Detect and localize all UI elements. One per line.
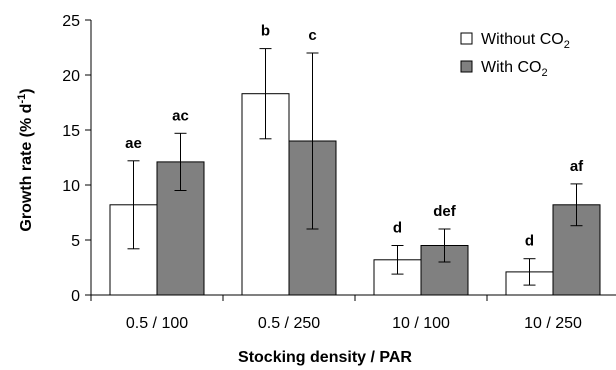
error-bars-layer xyxy=(127,48,583,286)
significance-letter: af xyxy=(570,158,584,175)
y-axis-title: Growth rate (% d-1) xyxy=(16,88,35,231)
y-tick-label: 0 xyxy=(71,288,80,305)
x-tick-label: 10 / 100 xyxy=(392,315,450,332)
significance-letter: ac xyxy=(172,107,189,124)
y-tick-label: 10 xyxy=(62,178,80,195)
legend-label-with-co2: With CO2 xyxy=(481,59,548,79)
y-tick-label: 15 xyxy=(62,123,80,140)
y-tick-label: 5 xyxy=(71,233,80,250)
y-tick-label: 20 xyxy=(62,68,80,85)
significance-letter: d xyxy=(525,233,534,250)
x-tick-label: 0.5 / 100 xyxy=(126,315,188,332)
y-tick-label: 25 xyxy=(62,13,80,30)
legend-swatch-with-co2 xyxy=(460,60,473,73)
x-tick-label: 10 / 250 xyxy=(524,315,582,332)
legend: Without CO2 With CO2 xyxy=(460,31,570,79)
x-axis-title: Stocking density / PAR xyxy=(238,349,412,366)
legend-label-without-co2: Without CO2 xyxy=(481,31,570,51)
significance-letter: def xyxy=(433,203,457,220)
axes-layer: 0 5 10 15 20 25 0.5 / 100 0.5 / 250 10 / 100 10 /… xyxy=(62,13,616,332)
significance-letters-layer: ae b d d ac c def af xyxy=(125,23,584,250)
significance-letter: b xyxy=(261,23,270,40)
legend-swatch-without-co2 xyxy=(460,32,473,45)
x-tick-label: 0.5 / 250 xyxy=(258,315,320,332)
significance-letter: c xyxy=(308,27,316,44)
significance-letter: ae xyxy=(125,135,142,152)
significance-letter: d xyxy=(393,220,402,237)
